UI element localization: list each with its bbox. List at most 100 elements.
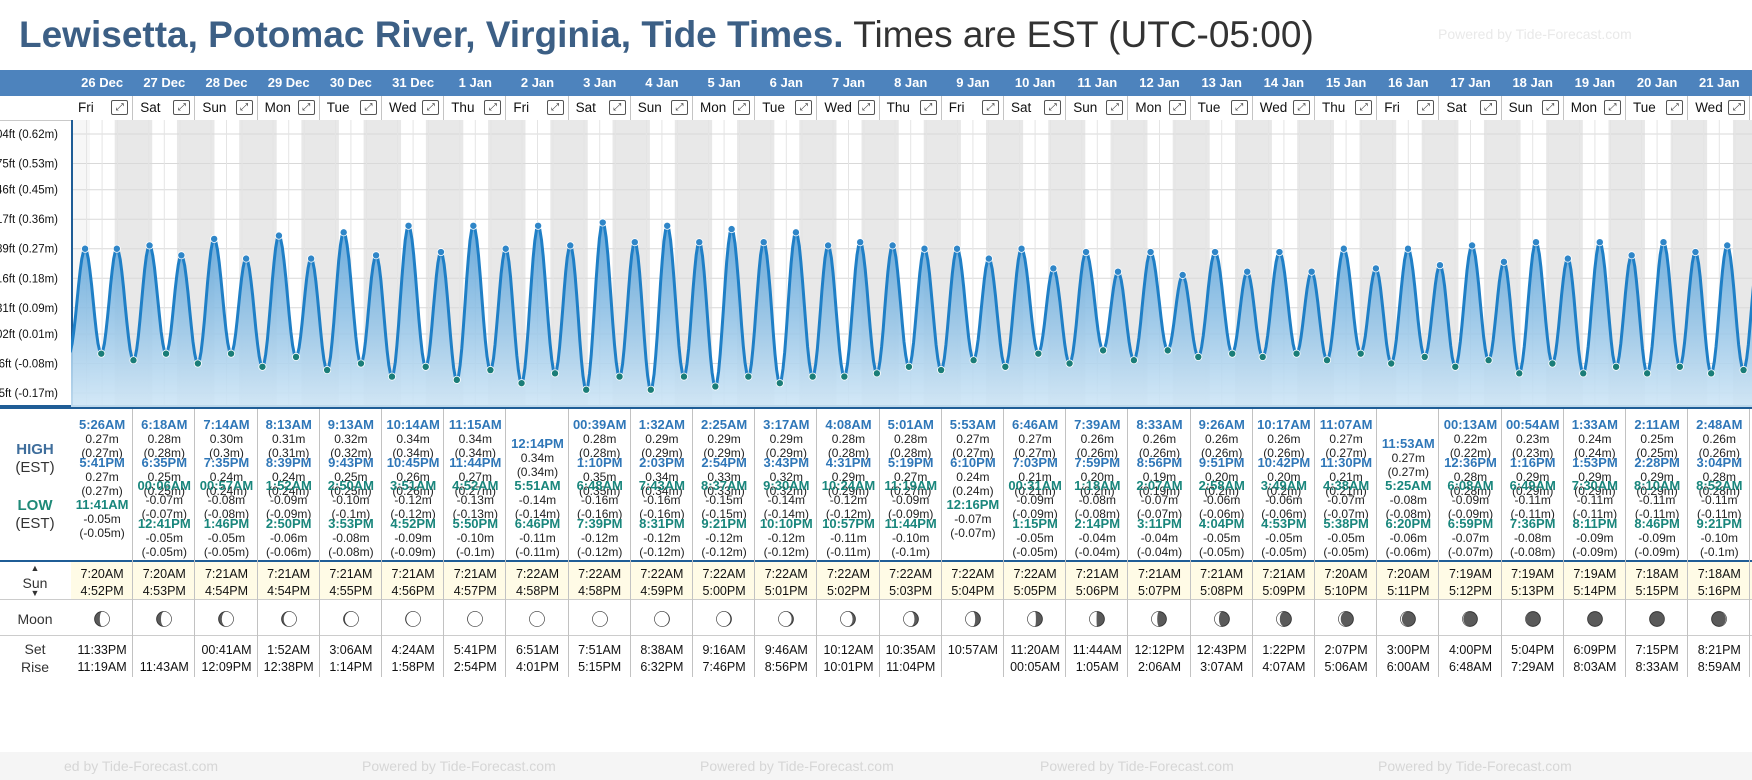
expand-icon[interactable]: ⤢ (1728, 100, 1746, 115)
low-tide-height-alt: (-0.11m) (515, 545, 560, 559)
low-tide-time: 5:38PM (1323, 516, 1369, 531)
credit-watermark-top: Powered by Tide-Forecast.com (1438, 26, 1632, 42)
expand-icon[interactable]: ⤢ (1044, 100, 1062, 115)
low-tide-point (421, 362, 430, 371)
expand-icon[interactable]: ⤢ (484, 100, 502, 115)
low-tide-time: 2:50AM (327, 478, 375, 493)
low-tide-point (1001, 362, 1010, 371)
low-tide-point (1420, 352, 1429, 361)
moonset-time: 10:35AM (885, 643, 936, 657)
expand-icon[interactable]: ⤢ (1355, 100, 1373, 115)
expand-icon[interactable]: ⤢ (546, 100, 564, 115)
low-tide-point (646, 385, 655, 394)
sunrise-arrow-icon: ▲ (30, 563, 40, 573)
high-tide-height: 0.27m (1329, 432, 1363, 446)
moonrise-time: 11:04PM (886, 660, 936, 674)
expand-icon[interactable]: ⤢ (733, 100, 751, 115)
high-tide-height-alt: (0.22m) (1449, 446, 1492, 460)
date-label: 7 Jan (831, 75, 866, 90)
expand-icon[interactable]: ⤢ (235, 100, 253, 115)
high-tide-point (210, 234, 219, 243)
low-tide-height-alt: (-0.1m) (891, 545, 931, 559)
high-tide-height-alt: (0.32m) (330, 446, 372, 460)
expand-icon[interactable]: ⤢ (981, 100, 999, 115)
expand-icon[interactable]: ⤢ (297, 100, 315, 115)
low-tide-height: -0.11m (830, 531, 867, 545)
high-tide-height-alt: (0.27m) (1014, 446, 1056, 460)
low-tide-time: 1:18AM (1074, 478, 1121, 493)
expand-icon[interactable]: ⤢ (1417, 100, 1435, 115)
high-tide-point (984, 254, 993, 263)
high-tide-height: 0.29m (707, 432, 741, 446)
weekday-cell: Wed ⤢ (817, 96, 880, 120)
expand-icon[interactable]: ⤢ (1106, 100, 1124, 115)
low-tide-height: -0.07m (1451, 531, 1490, 545)
moonset-time: 7:51AM (578, 643, 622, 657)
high-tide-height-alt: (0.28m) (1698, 484, 1740, 498)
low-tide-height-alt: (-0.1m) (455, 545, 495, 559)
moonrise-time: 8:59AM (1697, 660, 1741, 674)
low-tide-point (1484, 356, 1493, 365)
tide-area (71, 222, 1752, 407)
low-tide-point (840, 372, 849, 381)
tide-curve-group (71, 218, 1752, 407)
expand-icon[interactable]: ⤢ (857, 100, 875, 115)
tide-line (71, 218, 1752, 394)
moonset-time: 11:44AM (1072, 643, 1122, 657)
y-tick-label: 0.31ft (0.09m) (0, 303, 58, 315)
moon-phase-icon (1089, 611, 1106, 627)
moon-phase-icon (1027, 611, 1043, 627)
high-tide-height: 0.28m (894, 432, 928, 446)
expand-icon[interactable]: ⤢ (1292, 100, 1310, 115)
expand-icon[interactable]: ⤢ (795, 100, 813, 115)
high-tide-height-alt: (0.27m) (1387, 465, 1429, 479)
sunset-time: 5:14PM (1573, 584, 1617, 598)
expand-icon[interactable]: ⤢ (1479, 100, 1497, 115)
moonrise-time: 5:15PM (578, 660, 622, 674)
high-tide-point (274, 231, 283, 240)
high-tide-point (1339, 244, 1348, 253)
high-tide-height: 0.32m (334, 432, 368, 446)
date-label: 26 Dec (81, 75, 124, 90)
high-tide-point (856, 238, 865, 247)
high-tide-height-alt: (0.27m) (890, 484, 932, 498)
expand-icon[interactable]: ⤢ (1168, 100, 1186, 115)
high-tide-height: 0.28m (1702, 470, 1736, 484)
weekday-label: Tue (762, 100, 785, 115)
low-tide-height: -0.05m (1327, 531, 1365, 545)
high-tide-point (1049, 264, 1058, 273)
low-tide-point (486, 366, 495, 375)
expand-icon[interactable]: ⤢ (608, 100, 626, 115)
low-tide-time: 8:37AM (700, 478, 748, 493)
day-column: 4:08AM 0.28m (0.28m) 4:31PM 0.29m (0.29m) 10:2… (817, 409, 880, 677)
expand-icon[interactable]: ⤢ (1666, 100, 1684, 115)
high-tide-point (436, 248, 445, 257)
high-tide-height: 0.27m (894, 470, 928, 484)
low-tide-height: -0.12m (767, 531, 805, 545)
expand-icon[interactable]: ⤢ (422, 100, 440, 115)
high-tide-point (759, 238, 768, 247)
high-tide-time: 11:53AM (1381, 436, 1435, 451)
moon-phase-icon (1151, 611, 1168, 627)
expand-icon[interactable]: ⤢ (670, 100, 688, 115)
low-tide-point (452, 375, 461, 384)
high-tide-point (469, 221, 478, 230)
expand-icon[interactable]: ⤢ (1603, 100, 1621, 115)
moon-phase-icon (94, 611, 110, 627)
expand-icon[interactable]: ⤢ (919, 100, 937, 115)
expand-icon[interactable]: ⤢ (1230, 100, 1248, 115)
low-tide-point (904, 362, 913, 371)
expand-icon[interactable]: ⤢ (111, 100, 129, 115)
expand-icon[interactable]: ⤢ (1541, 100, 1559, 115)
date-label: 14 Jan (1263, 75, 1305, 90)
low-tide-point (387, 372, 396, 381)
expand-icon[interactable]: ⤢ (173, 100, 191, 115)
low-tide-height: -0.10m (1700, 531, 1738, 545)
low-tide-point (808, 372, 817, 381)
credit-watermark-bottom: ed by Tide-Forecast.com Powered by Tide-… (0, 752, 1752, 780)
low-tide-point (711, 382, 720, 391)
moonset-time: 12:12PM (1134, 643, 1185, 657)
low-tide-time: 1:15PM (1012, 516, 1058, 531)
expand-icon[interactable]: ⤢ (359, 100, 377, 115)
low-tide-height-alt: (-0.06m) (1261, 507, 1307, 521)
